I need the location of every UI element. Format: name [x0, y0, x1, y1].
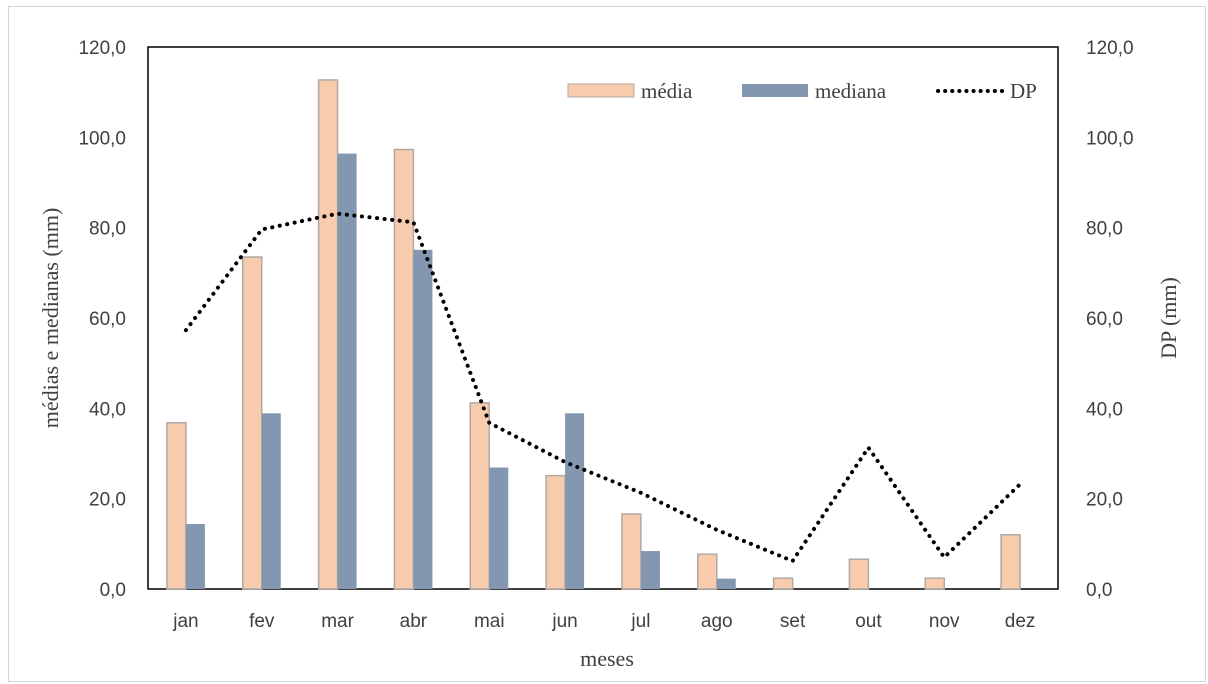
- y-tick-label: 40,0: [89, 399, 126, 420]
- bar-media-set: [772, 577, 794, 590]
- x-tick-label-out: out: [855, 611, 882, 632]
- bar-media-jan: [166, 422, 187, 590]
- bar-mediana-jun: [565, 413, 585, 589]
- left-axis-ticks: 0,0 20,0 40,0 60,0 80,0 100,0 120,0: [78, 38, 126, 601]
- x-axis-ticks: jan fev mar abr mai jun jul ago set out nov dez: [172, 611, 1035, 632]
- bar-mediana-ago: [716, 578, 736, 589]
- y-tick-label: 0,0: [100, 580, 126, 601]
- bar-media-nov: [924, 577, 945, 590]
- y2-tick-label: 40,0: [1086, 399, 1123, 420]
- legend-label-dp: DP: [1010, 79, 1037, 103]
- bars-layer: [166, 79, 1021, 590]
- plot-area-border: [147, 46, 1059, 590]
- y-tick-label: 60,0: [89, 309, 126, 330]
- bar-media-mar: [317, 79, 339, 590]
- x-tick-label-set: set: [780, 611, 806, 632]
- x-tick-label-dez: dez: [1005, 611, 1036, 632]
- bar-media-jun: [545, 474, 566, 590]
- x-tick-label-jun: jun: [551, 611, 577, 632]
- y2-tick-label: 120,0: [1086, 38, 1134, 59]
- x-tick-label-nov: nov: [929, 611, 960, 632]
- y-tick-label: 120,0: [78, 38, 126, 59]
- bar-media-mai: [469, 402, 490, 590]
- line-layer: [183, 211, 1023, 563]
- x-tick-label-jan: jan: [172, 611, 198, 632]
- right-axis-title: DP (mm): [1156, 277, 1181, 359]
- x-tick-label-ago: ago: [701, 611, 733, 632]
- bar-media-abr: [393, 148, 415, 590]
- bar-mediana-jan: [185, 523, 205, 589]
- x-tick-label-fev: fev: [249, 611, 275, 632]
- bar-media-dez: [1000, 534, 1021, 590]
- series-line-dp: [183, 211, 1023, 563]
- bar-mediana-mai: [489, 467, 509, 589]
- y2-tick-label: 100,0: [1086, 128, 1134, 149]
- y-tick-label: 100,0: [78, 128, 126, 149]
- y2-tick-label: 60,0: [1086, 309, 1123, 330]
- y-tick-label: 80,0: [89, 219, 126, 240]
- y2-tick-label: 0,0: [1086, 580, 1112, 601]
- bar-mediana-fev: [261, 413, 281, 589]
- y-tick-label: 20,0: [89, 490, 126, 511]
- bar-media-ago: [697, 553, 718, 590]
- bar-mediana-mar: [337, 153, 357, 590]
- x-tick-label-jul: jul: [630, 611, 650, 632]
- legend-swatch-mediana: [742, 84, 808, 97]
- x-tick-label-mai: mai: [474, 611, 505, 632]
- legend: média mediana DP: [567, 79, 1037, 103]
- legend-label-mediana: mediana: [815, 79, 887, 103]
- legend-swatch-media: [567, 83, 635, 98]
- right-axis-ticks: 0,0 20,0 40,0 60,0 80,0 100,0 120,0: [1086, 38, 1134, 601]
- y2-tick-label: 80,0: [1086, 219, 1123, 240]
- x-tick-label-abr: abr: [400, 611, 428, 632]
- y2-tick-label: 20,0: [1086, 490, 1123, 511]
- x-tick-label-mar: mar: [321, 611, 354, 632]
- bar-mediana-abr: [413, 249, 433, 589]
- bar-media-jul: [621, 513, 642, 590]
- left-axis-title: médias e medianas (mm): [38, 208, 63, 429]
- x-axis-title: meses: [580, 646, 634, 671]
- bar-mediana-jul: [640, 551, 660, 589]
- legend-label-media: média: [641, 79, 693, 103]
- bar-media-out: [848, 558, 870, 590]
- bar-media-fev: [242, 256, 263, 590]
